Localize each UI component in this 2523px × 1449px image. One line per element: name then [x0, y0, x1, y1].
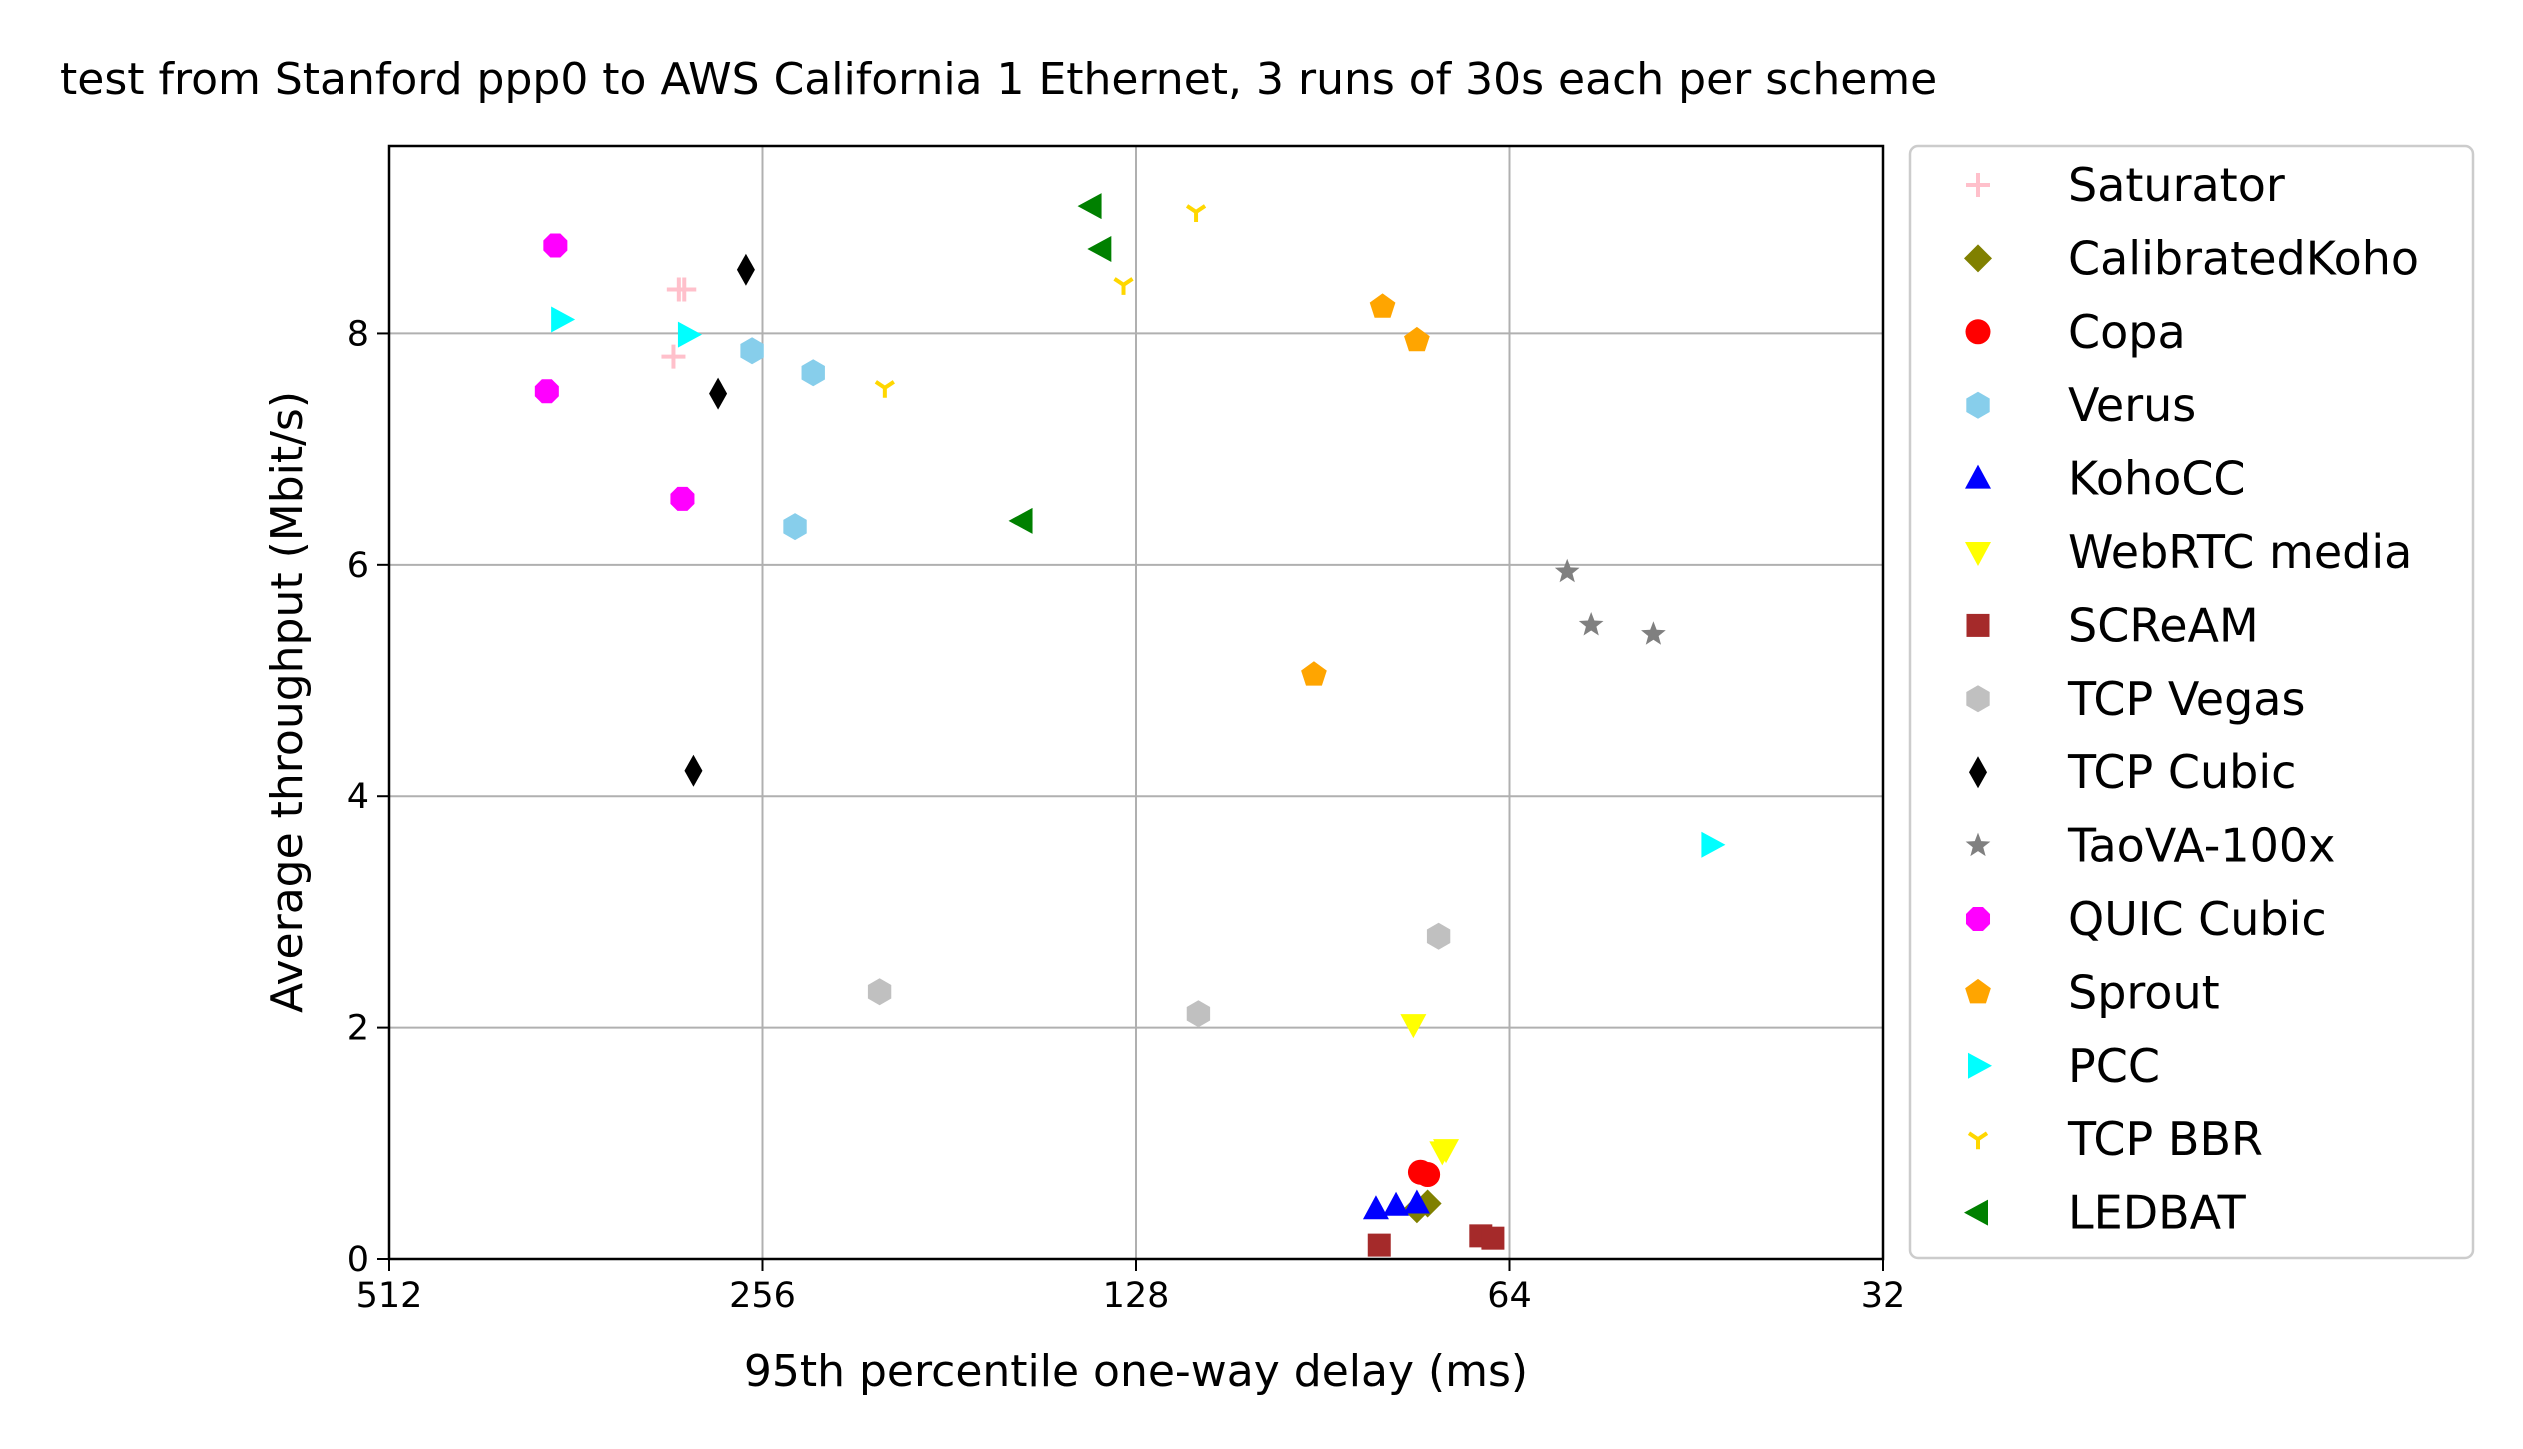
data-point-tcp-cubic — [684, 754, 703, 787]
x-tick-label: 64 — [1487, 1276, 1532, 1316]
data-point-ledbat — [1008, 507, 1033, 534]
data-point-webrtc-media — [1433, 1139, 1460, 1164]
data-point-verus — [801, 359, 825, 387]
legend-label-webrtc-media: WebRTC media — [2068, 525, 2412, 579]
legend-marker-webrtc-media — [1965, 542, 1991, 566]
data-point-pcc — [677, 321, 702, 348]
x-tick-label: 512 — [356, 1276, 423, 1316]
data-point-pcc — [1701, 831, 1726, 858]
data-point-tcp-cubic — [709, 377, 728, 410]
legend-label-tcp-vegas: TCP Vegas — [2067, 672, 2305, 726]
legend-marker-pcc — [1968, 1052, 1992, 1079]
legend: Saturator CalibratedKoho Copa Verus KohoCC We… — [1964, 158, 2419, 1240]
y-tick-label: 6 — [347, 546, 369, 586]
legend-marker-tcp-cubic — [1969, 756, 1987, 789]
legend-label-copa: Copa — [2068, 305, 2186, 359]
data-point-quic-cubic — [534, 379, 559, 404]
legend-label-ledbat: LEDBAT — [2068, 1186, 2247, 1240]
data-point-tcp-bbr — [1113, 277, 1134, 295]
legend-marker-kohocc — [1965, 464, 1991, 489]
data-point-quic-cubic — [543, 233, 568, 258]
legend-marker-verus — [1966, 391, 1990, 419]
legend-label-scream: SCReAM — [2068, 598, 2259, 652]
x-axis-ticks: 512 256 128 64 32 — [356, 1259, 1906, 1316]
grid — [389, 146, 1883, 1259]
y-axis-label: Average throughput (Mbit/s) — [262, 391, 313, 1013]
legend-marker-taova-100x — [1965, 832, 1991, 857]
legend-label-tcp-cubic: TCP Cubic — [2067, 745, 2296, 799]
legend-marker-ledbat — [1964, 1199, 1988, 1226]
legend-marker-saturator — [1966, 173, 1990, 197]
y-tick-label: 2 — [347, 1009, 369, 1049]
y-tick-label: 8 — [347, 314, 369, 354]
data-point-tcp-vegas — [867, 978, 892, 1006]
data-point-scream — [1367, 1233, 1391, 1257]
data-point-tcp-cubic — [736, 253, 755, 286]
data-point-taova-100x — [1554, 558, 1580, 583]
legend-marker-scream — [1966, 613, 1990, 637]
data-point-tcp-bbr — [1185, 204, 1207, 222]
legend-label-saturator: Saturator — [2068, 158, 2285, 212]
legend-marker-sprout — [1965, 978, 1991, 1004]
data-point-sprout — [1404, 326, 1430, 352]
data-point-tcp-bbr — [874, 380, 895, 398]
x-tick-label: 32 — [1861, 1276, 1906, 1316]
legend-label-calibratedkoho: CalibratedKoho — [2068, 231, 2419, 285]
y-tick-label: 4 — [347, 777, 369, 817]
legend-label-tcp-bbr: TCP BBR — [2067, 1112, 2263, 1166]
data-point-scream — [1481, 1226, 1505, 1250]
data-point-sprout — [1301, 661, 1327, 686]
data-point-kohocc — [1383, 1191, 1410, 1216]
data-point-verus — [740, 337, 764, 365]
x-axis-label: 95th percentile one-way delay (ms) — [744, 1346, 1528, 1397]
data-point-taova-100x — [1641, 621, 1666, 645]
chart-title: test from Stanford ppp0 to AWS Californi… — [60, 54, 1937, 105]
legend-label-kohocc: KohoCC — [2068, 452, 2246, 506]
data-point-tcp-vegas — [1186, 1000, 1211, 1028]
legend-label-quic-cubic: QUIC Cubic — [2068, 892, 2327, 946]
legend-label-sprout: Sprout — [2068, 965, 2220, 1019]
data-point-ledbat — [1087, 235, 1112, 262]
legend-marker-quic-cubic — [1965, 906, 1991, 932]
data-markers — [534, 193, 1726, 1257]
data-point-tcp-vegas — [1426, 922, 1451, 950]
x-tick-label: 128 — [1103, 1276, 1170, 1316]
data-point-verus — [783, 513, 807, 541]
legend-marker-calibratedkoho — [1964, 244, 1992, 273]
legend-label-taova-100x: TaoVA-100x — [2067, 819, 2335, 873]
data-point-kohocc — [1403, 1189, 1430, 1214]
legend-marker-copa — [1965, 319, 1991, 345]
data-point-ledbat — [1077, 193, 1102, 220]
legend-marker-tcp-vegas — [1966, 685, 1990, 713]
data-point-saturator — [672, 277, 697, 302]
x-tick-label: 256 — [729, 1276, 796, 1316]
data-point-kohocc — [1362, 1195, 1389, 1220]
data-point-saturator — [661, 344, 686, 369]
legend-label-pcc: PCC — [2068, 1039, 2160, 1093]
data-point-pcc — [551, 306, 576, 333]
data-point-copa — [1415, 1162, 1441, 1188]
data-point-taova-100x — [1578, 611, 1604, 636]
data-point-sprout — [1369, 293, 1396, 318]
y-axis-ticks: 0 2 4 6 8 — [347, 314, 389, 1280]
y-tick-label: 0 — [347, 1240, 369, 1280]
legend-box — [1908, 144, 2475, 1260]
data-point-quic-cubic — [670, 486, 695, 511]
legend-label-verus: Verus — [2068, 378, 2196, 432]
data-point-webrtc-media — [1400, 1014, 1427, 1039]
legend-marker-tcp-bbr — [1967, 1131, 1989, 1150]
